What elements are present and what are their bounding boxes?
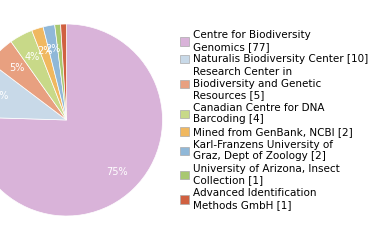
Text: 2%: 2%	[46, 44, 61, 54]
Wedge shape	[0, 24, 163, 216]
Text: 75%: 75%	[106, 167, 127, 177]
Text: 10%: 10%	[0, 91, 9, 101]
Wedge shape	[32, 27, 66, 120]
Wedge shape	[11, 30, 66, 120]
Wedge shape	[60, 24, 66, 120]
Text: 4%: 4%	[25, 52, 40, 62]
Text: 5%: 5%	[9, 63, 24, 73]
Wedge shape	[43, 25, 66, 120]
Wedge shape	[55, 24, 66, 120]
Wedge shape	[0, 42, 66, 120]
Legend: Centre for Biodiversity
Genomics [77], Naturalis Biodiversity Center [10], Resea: Centre for Biodiversity Genomics [77], N…	[180, 30, 369, 210]
Text: 2%: 2%	[37, 46, 52, 56]
Wedge shape	[0, 62, 66, 120]
